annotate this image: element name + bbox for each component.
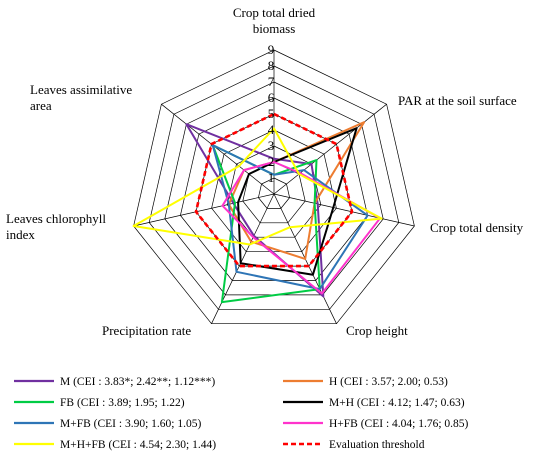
legend-label-2: H (CEI : 3.57; 2.00; 0.53)	[329, 376, 448, 388]
tick-label-5: 5	[268, 106, 275, 121]
tick-label-2: 2	[268, 154, 275, 169]
spoke-7	[161, 103, 275, 195]
grid-ring-1	[258, 177, 290, 209]
grid-ring-9	[133, 49, 415, 325]
tick-label-7: 7	[268, 74, 275, 89]
legend-label-4: M+H (CEI : 4.12; 1.47; 0.63)	[329, 397, 465, 409]
spoke-3	[273, 193, 415, 227]
tick-label-6: 6	[268, 90, 275, 105]
legend-label-7: M+H+FB (CEI : 4.54; 2.30; 1.44)	[60, 439, 216, 451]
spoke-5	[211, 193, 275, 324]
axis-label-7: Leaves assimilative area	[30, 82, 132, 113]
tick-label-8: 8	[268, 58, 275, 73]
legend-label-1: M (CEI : 3.83*; 2.42**; 1.12***)	[60, 376, 215, 388]
series-line-7	[132, 127, 383, 246]
spoke-6	[133, 193, 275, 227]
series-line-2	[227, 121, 366, 260]
series-line-8	[194, 112, 354, 268]
axis-label-4: Crop height	[346, 323, 408, 338]
axis-label-1: Crop total dried biomass	[233, 5, 316, 36]
tick-label-9: 9	[268, 42, 275, 57]
legend-label-6: H+FB (CEI : 4.04; 1.76; 0.85)	[329, 418, 469, 430]
axis-label-6: Leaves chlorophyll index	[6, 211, 106, 242]
series-line-6	[221, 161, 382, 295]
grid-ring-4	[211, 129, 337, 253]
legend: M (CEI : 3.83*; 2.42**; 1.12***) H (CEI :…	[14, 376, 469, 451]
series-line-4	[237, 127, 358, 276]
axis-label-5: Precipitation rate	[102, 323, 191, 338]
tick-label-4: 4	[268, 122, 275, 137]
grid-ring-8	[148, 65, 400, 310]
radar-axis-labels: Crop total dried biomass PAR at the soil s…	[6, 5, 524, 338]
legend-label-8: Evaluation threshold	[329, 439, 425, 451]
radar-series	[132, 112, 383, 304]
series-line-3	[211, 144, 321, 304]
spoke-2	[273, 103, 387, 195]
axis-label-3: Crop total density	[430, 220, 524, 235]
tick-label-3: 3	[268, 138, 275, 153]
legend-label-3: FB (CEI : 3.89; 1.95; 1.22)	[60, 397, 185, 409]
legend-label-5: M+FB (CEI : 3.90; 1.60; 1.05)	[60, 418, 201, 430]
axis-label-2: PAR at the soil surface	[398, 93, 517, 108]
series-line-5	[211, 144, 369, 291]
tick-label-1: 1	[268, 170, 275, 185]
